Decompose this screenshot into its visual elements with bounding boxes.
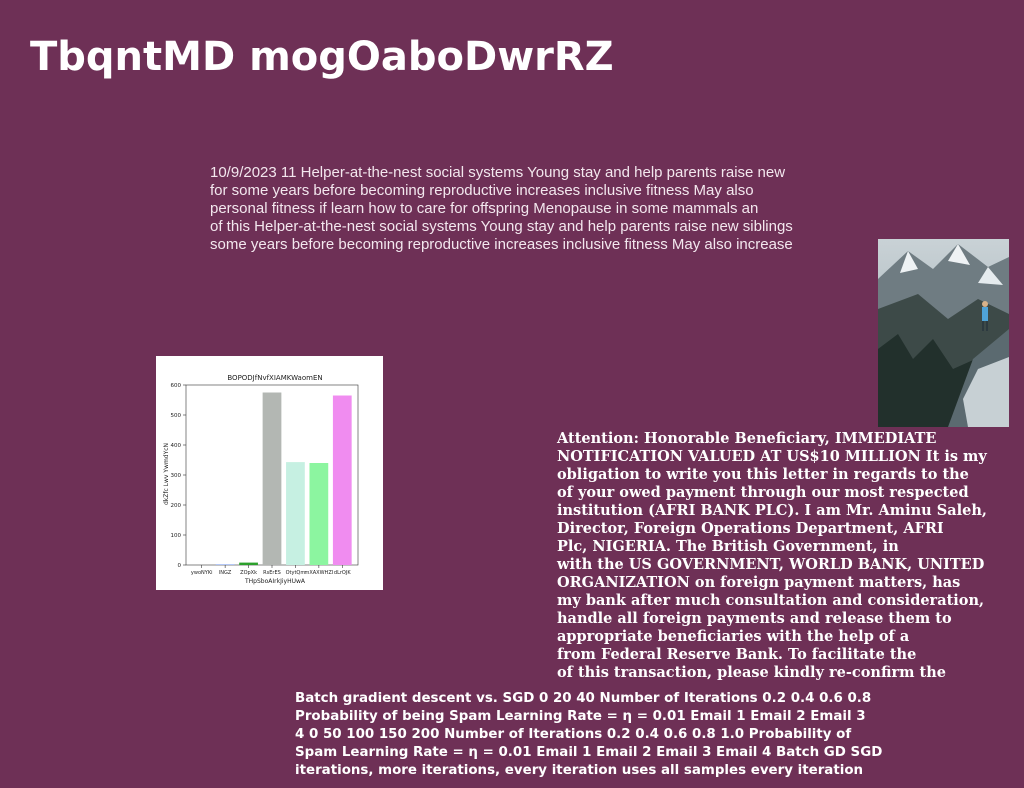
bar-rseres (262, 392, 282, 565)
caption-line: Batch gradient descent vs. SGD 0 20 40 N… (295, 691, 872, 706)
paragraph-line: personal fitness if learn how to care fo… (210, 200, 759, 217)
x-tick-label: OtytQm (286, 570, 306, 576)
letter-line: handle all foreign payments and release … (557, 610, 952, 627)
letter-line: obligation to write you this letter in r… (557, 466, 969, 483)
letter-line: of this transaction, please kindly re-co… (557, 664, 946, 681)
letter-line: Director, Foreign Operations Department,… (557, 520, 944, 537)
x-axis-label: THpSboAIrkJiyHUwA (244, 578, 306, 585)
letter-line: Attention: Honorable Beneficiary, IMMEDI… (557, 430, 937, 447)
paragraph-line: of this Helper-at-the-nest social system… (210, 218, 793, 235)
y-axis-label: dkZfc Lwv YwmdYcN (163, 443, 170, 505)
letter-line: ORGANIZATION on foreign payment matters,… (557, 574, 961, 591)
page-title: TbqntMD mogOaboDwrRZ (30, 34, 614, 80)
letter-line: with the US GOVERNMENT, WORLD BANK, UNIT… (557, 556, 985, 573)
letter-line: appropriate beneficiaries with the help … (557, 628, 910, 645)
plot-area: 0 100 200 300 400 500 600 ywoNYKi lNGZ ZOpXk RsErE… (171, 383, 359, 576)
y-tick-label: 200 (171, 503, 182, 509)
y-tick-label: 300 (171, 473, 182, 479)
letter-line: of your owed payment through our most re… (557, 484, 969, 501)
bar-otytqm (286, 462, 305, 565)
mountain-photo (878, 239, 1009, 427)
y-tick-label: 400 (171, 443, 182, 449)
bar-dlrojk (332, 395, 352, 565)
caption-line: Spam Learning Rate = η = 0.01 Email 1 Em… (295, 745, 883, 760)
letter-line: from Federal Reserve Bank. To facilitate… (557, 646, 917, 663)
y-tick-label: 0 (178, 563, 182, 569)
letter-line: institution (AFRI BANK PLC). I am Mr. Am… (557, 502, 987, 519)
caption-line: iterations, more iterations, every itera… (295, 763, 864, 778)
bar-lngz (215, 564, 235, 565)
caption-line: 4 0 50 100 150 200 Number of Iterations … (295, 727, 852, 742)
letter-line: Plc, NIGERIA. The British Government, in (557, 538, 899, 555)
x-tick-label: lNGZ (219, 570, 232, 576)
bar-chart: BOPODJfNvfXIAMKWaomEN THpSboAIrkJiyHUwA … (156, 356, 383, 590)
ml-caption-text: Batch gradient descent vs. SGD 0 20 40 N… (295, 690, 935, 780)
caption-line: Probability of being Spam Learning Rate … (295, 709, 866, 724)
letter-line: NOTIFICATION VALUED AT US$10 MILLION It … (557, 448, 987, 465)
intro-paragraph: 10/9/2023 11 Helper-at-the-nest social s… (210, 164, 850, 254)
x-tick-label: ywoNYKi (191, 570, 213, 576)
y-tick-label: 100 (171, 533, 182, 539)
x-tick-label: ZOpXk (240, 570, 257, 576)
chart-title: BOPODJfNvfXIAMKWaomEN (227, 374, 322, 382)
bar-zopxk (239, 562, 258, 565)
x-tick-label: dLrOJK (334, 570, 351, 576)
y-tick-label: 600 (171, 383, 182, 389)
x-tick-label: RsErES (263, 570, 281, 576)
paragraph-line: for some years before becoming reproduct… (210, 182, 754, 199)
letter-line: my bank after much consultation and cons… (557, 592, 985, 609)
bar-mxaxwhzi (309, 463, 329, 565)
x-tick-label: mXAXWHZI (304, 570, 333, 576)
y-tick-label: 500 (171, 413, 182, 419)
paragraph-line: some years before becoming reproductive … (210, 236, 793, 253)
letter-text: Attention: Honorable Beneficiary, IMMEDI… (557, 430, 1024, 682)
paragraph-line: 10/9/2023 11 Helper-at-the-nest social s… (210, 164, 786, 181)
